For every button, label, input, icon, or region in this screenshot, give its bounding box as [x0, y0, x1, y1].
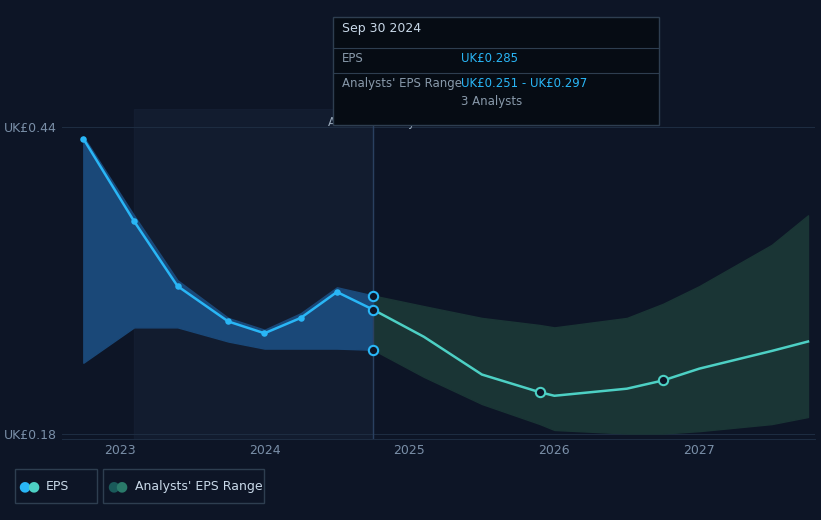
Text: Analysts Forecasts: Analysts Forecasts — [382, 116, 492, 129]
Point — [258, 329, 271, 337]
Text: ●: ● — [19, 479, 30, 493]
Text: UK£0.251 - UK£0.297: UK£0.251 - UK£0.297 — [461, 77, 588, 90]
Point — [222, 317, 235, 326]
Text: Actual: Actual — [328, 116, 365, 129]
Point — [294, 314, 307, 322]
Text: UK£0.285: UK£0.285 — [461, 53, 518, 66]
Text: ●: ● — [27, 479, 39, 493]
Point — [76, 135, 89, 143]
Text: Analysts' EPS Range: Analysts' EPS Range — [135, 479, 262, 493]
Point — [657, 376, 670, 385]
Point — [127, 217, 140, 225]
Text: ●: ● — [116, 479, 127, 493]
Point — [171, 282, 184, 290]
Point — [367, 306, 380, 314]
Text: EPS: EPS — [46, 479, 69, 493]
Bar — [134, 109, 374, 439]
Text: Analysts' EPS Range: Analysts' EPS Range — [342, 77, 462, 90]
Point — [534, 388, 547, 396]
Text: ●: ● — [108, 479, 119, 493]
Point — [330, 288, 343, 296]
Text: Sep 30 2024: Sep 30 2024 — [342, 22, 421, 35]
Point — [367, 291, 380, 300]
Point — [367, 306, 380, 314]
Text: EPS: EPS — [342, 53, 364, 66]
Point — [367, 346, 380, 354]
Text: 3 Analysts: 3 Analysts — [461, 95, 523, 108]
